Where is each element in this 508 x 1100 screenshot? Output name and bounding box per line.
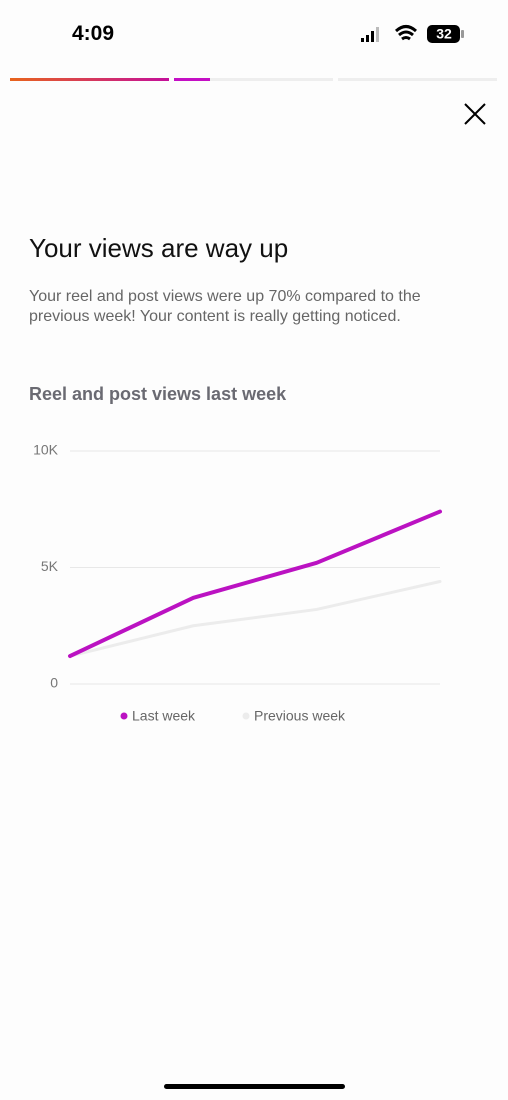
- legend-marker: [120, 712, 128, 720]
- battery-level: 32: [436, 26, 452, 42]
- y-tick-label: 5K: [41, 558, 59, 574]
- chart: 0 5K 10K Last week Previous week: [33, 442, 442, 724]
- body-text: Your reel and post views were up 70% com…: [29, 288, 421, 325]
- progress-done: [10, 78, 169, 81]
- close-button[interactable]: [460, 100, 490, 130]
- progress-current: [174, 78, 210, 81]
- chart-title: Reel and post views last week: [29, 384, 287, 404]
- legend-marker: [242, 712, 250, 720]
- progress-track: [338, 78, 497, 81]
- status-icons: 32: [10, 25, 497, 81]
- status-time: 4:09: [72, 22, 115, 45]
- legend-label: Last week: [132, 708, 196, 724]
- progress-track: [174, 78, 333, 81]
- y-tick-label: 0: [50, 675, 58, 691]
- data-line: [68, 579, 442, 658]
- home-indicator: [164, 1084, 345, 1089]
- title: Your views are way up: [29, 233, 289, 263]
- data-line: [68, 509, 442, 659]
- y-tick-label: 10K: [33, 442, 59, 458]
- legend-label: Previous week: [254, 708, 346, 724]
